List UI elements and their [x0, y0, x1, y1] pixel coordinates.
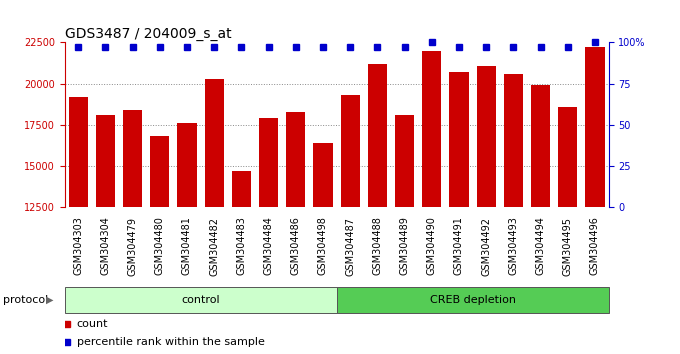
- Bar: [449, 72, 469, 207]
- Bar: [150, 136, 169, 207]
- Text: GSM304304: GSM304304: [101, 217, 110, 275]
- Text: GSM304484: GSM304484: [264, 217, 273, 275]
- Bar: [259, 118, 278, 207]
- Bar: [96, 115, 115, 207]
- Text: GSM304495: GSM304495: [563, 217, 573, 275]
- Text: GSM304492: GSM304492: [481, 217, 491, 275]
- Bar: [232, 171, 251, 207]
- Text: GSM304486: GSM304486: [291, 217, 301, 275]
- Text: count: count: [77, 319, 108, 329]
- Bar: [558, 107, 577, 207]
- Text: GSM304303: GSM304303: [73, 217, 83, 275]
- Text: GSM304479: GSM304479: [128, 217, 137, 275]
- Text: GSM304493: GSM304493: [509, 217, 518, 275]
- Bar: [286, 112, 305, 207]
- Bar: [65, 287, 337, 313]
- Text: GDS3487 / 204009_s_at: GDS3487 / 204009_s_at: [65, 28, 231, 41]
- Bar: [123, 110, 142, 207]
- Bar: [504, 74, 523, 207]
- Text: GSM304487: GSM304487: [345, 217, 355, 275]
- Text: GSM304481: GSM304481: [182, 217, 192, 275]
- Text: ▶: ▶: [46, 295, 54, 305]
- Text: GSM304480: GSM304480: [155, 217, 165, 275]
- Text: CREB depletion: CREB depletion: [430, 295, 515, 305]
- Text: percentile rank within the sample: percentile rank within the sample: [77, 337, 265, 347]
- Text: protocol: protocol: [3, 295, 49, 305]
- Text: GSM304483: GSM304483: [237, 217, 246, 275]
- Bar: [337, 287, 609, 313]
- Text: GSM304496: GSM304496: [590, 217, 600, 275]
- Text: GSM304498: GSM304498: [318, 217, 328, 275]
- Bar: [395, 115, 414, 207]
- Bar: [205, 79, 224, 207]
- Bar: [531, 85, 550, 207]
- Bar: [477, 65, 496, 207]
- Text: GSM304488: GSM304488: [373, 217, 382, 275]
- Bar: [177, 123, 197, 207]
- Bar: [585, 47, 605, 207]
- Text: GSM304491: GSM304491: [454, 217, 464, 275]
- Text: GSM304482: GSM304482: [209, 217, 219, 275]
- Bar: [69, 97, 88, 207]
- Text: control: control: [182, 295, 220, 305]
- Text: GSM304489: GSM304489: [400, 217, 409, 275]
- Bar: [341, 95, 360, 207]
- Text: GSM304494: GSM304494: [536, 217, 545, 275]
- Bar: [368, 64, 387, 207]
- Text: GSM304490: GSM304490: [427, 217, 437, 275]
- Bar: [313, 143, 333, 207]
- Bar: [422, 51, 441, 207]
